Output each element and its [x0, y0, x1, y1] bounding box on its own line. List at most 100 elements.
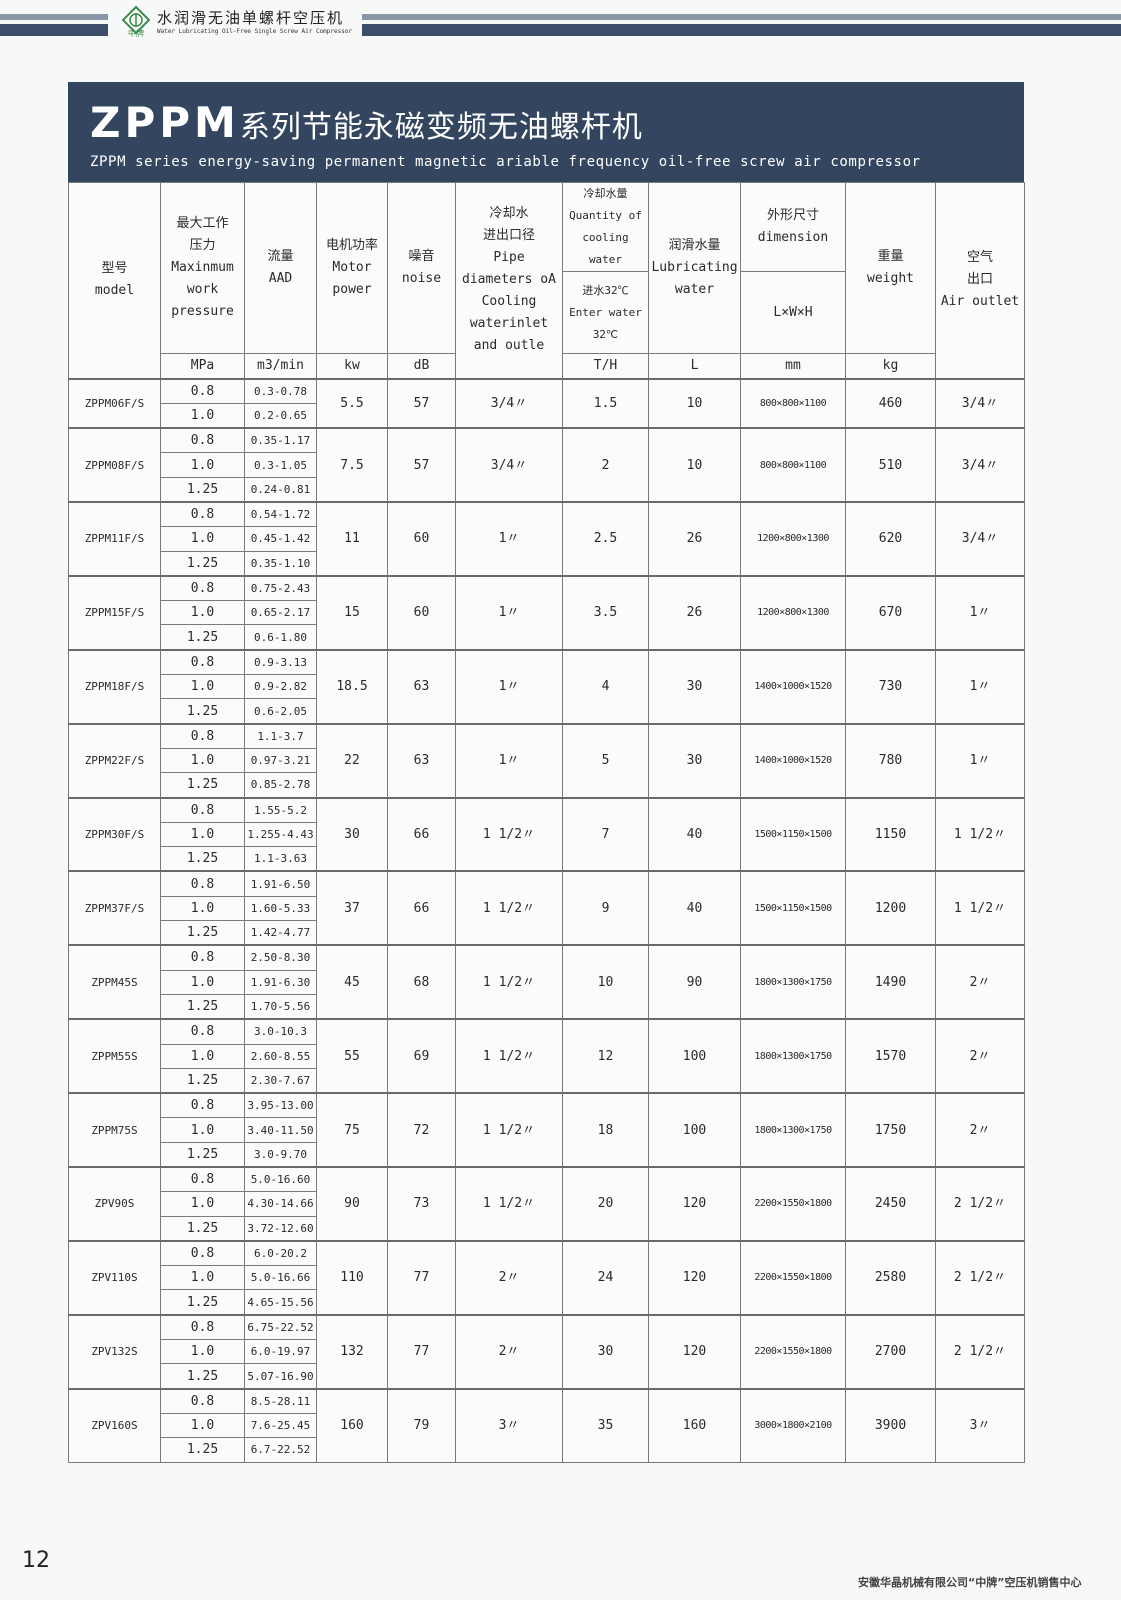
table-row: ZPPM18F/S 0.8 0.9-3.13 18.5 63 1〃 4 30 1400×1000…	[68, 648, 1025, 725]
cell-lube: 30	[648, 648, 741, 725]
table-row: ZPPM37F/S 0.8 1.91-6.50 37 66 1 1/2〃 9 40 1500×1…	[68, 870, 1025, 946]
cell-flow: 0.65-2.17	[244, 600, 317, 626]
cell-pressure: 0.8	[160, 1239, 245, 1267]
cell-pressure: 1.25	[160, 1141, 245, 1168]
cell-noise: 69	[387, 1018, 456, 1094]
unit-power: kw	[316, 353, 388, 379]
cell-flow: 5.07-16.90	[244, 1363, 317, 1390]
header-cooling-temp-line: 32℃	[592, 327, 619, 341]
cell-noise: 79	[387, 1387, 456, 1463]
cell-lube: 100	[648, 1018, 741, 1094]
cell-lube: 26	[648, 500, 741, 577]
cell-weight: 460	[845, 377, 936, 429]
header-model-line: model	[94, 283, 135, 299]
table-row: 1.0 0.45-1.42	[69, 526, 1025, 552]
cell-cooling-qty: 2.5	[562, 500, 649, 577]
table-row: 1.25 1.42-4.77	[69, 920, 1025, 946]
header-cooling-temp: 进水32℃ Enter water 32℃	[562, 271, 649, 354]
table-row: ZPPM06F/S 0.8 0.3-0.78 5.5 57 3/4〃 1.5 10 800×80…	[68, 377, 1025, 429]
cell-flow: 1.42-4.77	[244, 920, 317, 946]
cell-pressure: 0.8	[160, 870, 245, 897]
cell-power: 75	[316, 1092, 388, 1168]
cell-cooling-qty: 30	[562, 1313, 649, 1390]
cell-pipe: 1〃	[455, 500, 563, 577]
cell-lube: 26	[648, 574, 741, 651]
cell-flow: 0.6-1.80	[244, 624, 317, 651]
cell-pipe: 1〃	[455, 574, 563, 651]
cell-power: 5.5	[316, 377, 388, 429]
table-row: ZPPM08F/S 0.8 0.35-1.17 7.5 57 3/4〃 2 10 800×800…	[68, 427, 1025, 503]
cell-model: ZPV90S	[68, 1166, 161, 1242]
header-pipe-line: diameters oA	[462, 272, 556, 288]
unit-dimension: mm	[740, 353, 846, 379]
table-row: 1.0 0.97-3.21	[69, 747, 1025, 774]
banner-title-cn: 系列节能永磁变频无油螺杆机	[239, 110, 643, 145]
cell-pressure: 1.0	[160, 821, 245, 848]
cell-flow: 0.75-2.43	[244, 574, 317, 602]
cell-pressure: 1.0	[160, 895, 245, 922]
cell-flow: 2.50-8.30	[244, 944, 317, 971]
cell-pipe: 1 1/2〃	[455, 1166, 563, 1242]
cell-pipe: 3〃	[455, 1387, 563, 1463]
cell-pressure: 0.8	[160, 1387, 245, 1414]
cell-model: ZPPM30F/S	[68, 796, 161, 872]
cell-flow: 0.9-3.13	[244, 648, 317, 676]
cell-flow: 3.95-13.00	[244, 1092, 317, 1119]
header-power-line: Motor	[332, 260, 372, 275]
cell-power: 160	[316, 1387, 388, 1463]
header-cooling-qty: 冷却水量 Quantity of cooling water	[562, 182, 649, 272]
header-cooling-temp-line: 进水32℃	[582, 283, 629, 297]
cell-pipe: 3/4〃	[455, 427, 563, 503]
cell-lube: 120	[648, 1239, 741, 1316]
cell-pipe: 2〃	[455, 1313, 563, 1390]
header-noise-line: noise	[401, 271, 442, 286]
cell-noise: 57	[387, 427, 456, 503]
cell-cooling-qty: 18	[562, 1092, 649, 1168]
cell-pressure: 1.0	[160, 1043, 245, 1069]
cell-cooling-qty: 7	[562, 796, 649, 872]
table-row: ZPV110S 0.8 6.0-20.2 110 77 2〃 24 120 2200×1550×…	[68, 1239, 1025, 1316]
cell-pressure: 0.8	[160, 1092, 245, 1119]
cell-dimension: 3000×1800×2100	[740, 1387, 846, 1463]
cell-flow: 0.6-2.05	[244, 698, 317, 725]
cell-noise: 63	[387, 648, 456, 725]
table-row: 1.0 5.0-16.66	[69, 1265, 1025, 1291]
cell-noise: 77	[387, 1313, 456, 1390]
cell-weight: 2580	[845, 1239, 936, 1316]
table-row: 1.0 7.6-25.45	[69, 1412, 1025, 1439]
cell-flow: 7.6-25.45	[244, 1412, 317, 1439]
header-noise-line: 噪音	[408, 249, 435, 264]
header-power-line: 电机功率	[325, 238, 378, 253]
table-row: 1.25 6.7-22.52	[69, 1437, 1025, 1463]
cell-pressure: 1.25	[160, 476, 245, 503]
cell-air-outlet: 2〃	[935, 1092, 1025, 1168]
table-row: 1.25 4.65-15.56	[69, 1289, 1025, 1316]
cell-pressure: 0.8	[160, 1166, 245, 1193]
table-row: 1.25 0.85-2.78	[69, 772, 1025, 799]
cell-model: ZPPM11F/S	[68, 500, 161, 577]
footer-company: 安徽华晶机械有限公司“中牌”空压机销售中心	[858, 1576, 1082, 1589]
cell-model: ZPPM37F/S	[68, 870, 161, 946]
cell-noise: 60	[387, 574, 456, 651]
cell-pressure: 0.8	[160, 377, 245, 404]
cell-pressure: 1.25	[160, 1067, 245, 1094]
header-air-outlet-line: 空气	[966, 250, 993, 266]
table-row: ZPPM75S 0.8 3.95-13.00 75 72 1 1/2〃 18 100 1800×…	[68, 1092, 1025, 1168]
table-row: ZPV90S 0.8 5.0-16.60 90 73 1 1/2〃 20 120 2200×15…	[68, 1166, 1025, 1242]
cell-flow: 0.54-1.72	[244, 500, 317, 528]
header-cooling-qty-line: Quantity of	[569, 209, 642, 222]
unit-flow: m3/min	[244, 353, 317, 379]
cell-flow: 0.24-0.81	[244, 476, 317, 503]
unit-pressure: MPa	[160, 353, 245, 379]
cell-cooling-qty: 4	[562, 648, 649, 725]
table-row: ZPPM22F/S 0.8 1.1-3.7 22 63 1〃 5 30 1400×1000×15…	[68, 722, 1025, 799]
header-pressure-line: 压力	[189, 238, 216, 253]
logo-text: 中牌	[128, 29, 144, 38]
cell-dimension: 800×800×1100	[740, 427, 846, 503]
cell-flow: 0.85-2.78	[244, 772, 317, 799]
cell-cooling-qty: 5	[562, 722, 649, 799]
header-lube-line: water	[674, 282, 715, 297]
table-row: ZPPM30F/S 0.8 1.55-5.2 30 66 1 1/2〃 7 40 1500×11…	[68, 796, 1025, 872]
cell-flow: 0.35-1.17	[244, 427, 317, 454]
header-pipe-line: 进出口径	[482, 228, 535, 244]
